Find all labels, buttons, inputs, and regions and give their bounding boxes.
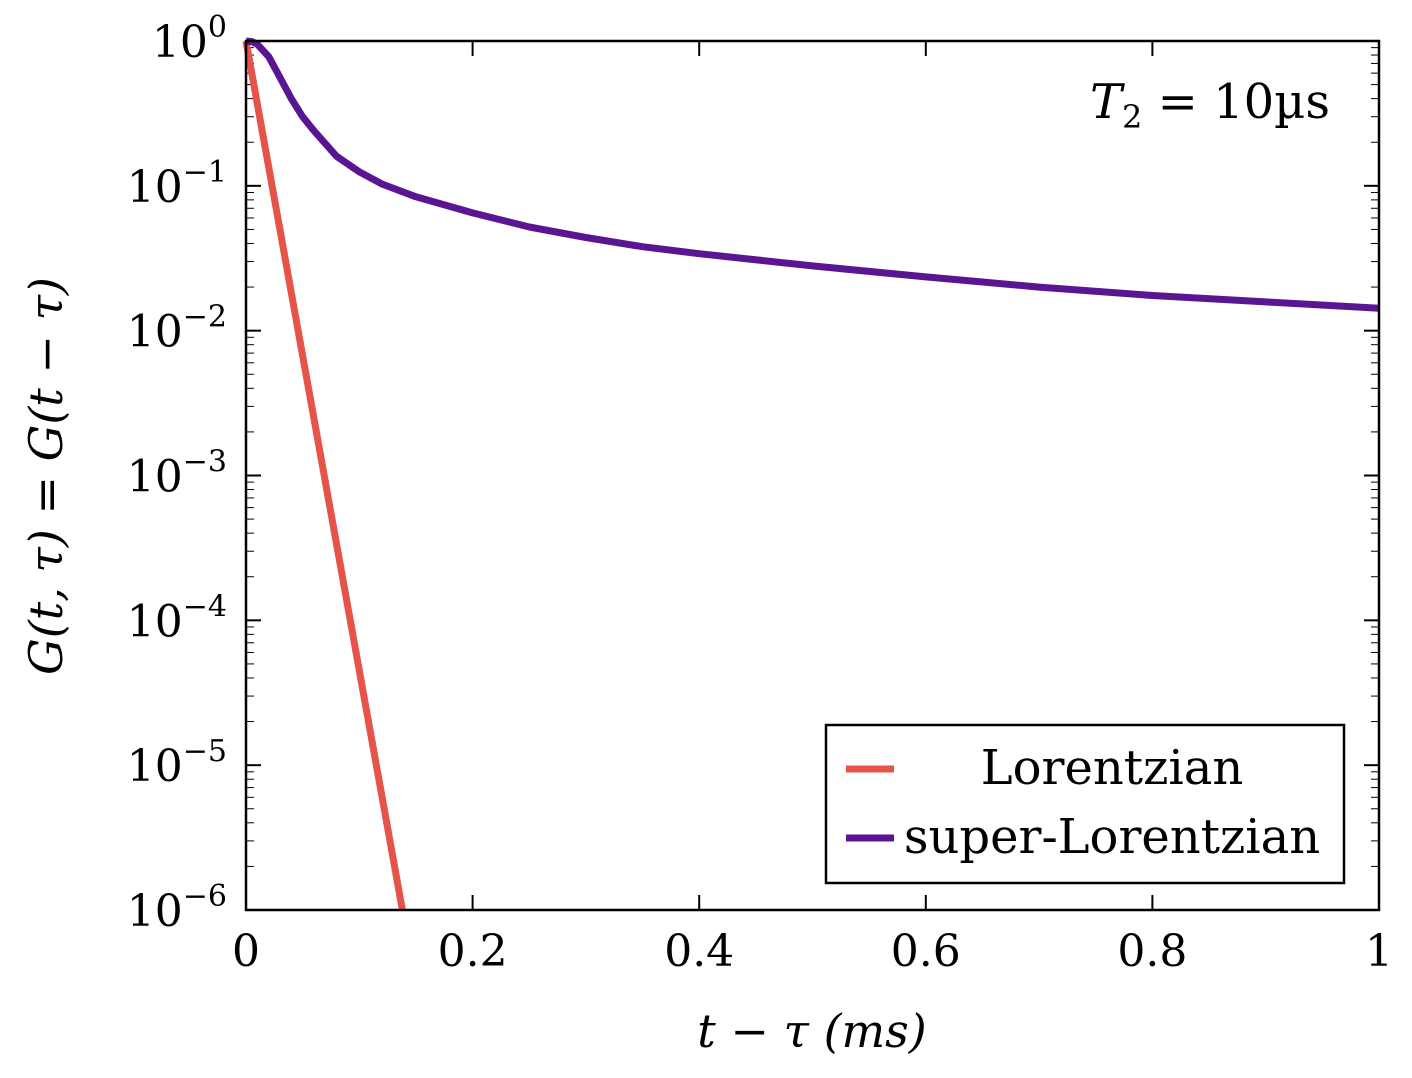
y-tick-label: 10−4: [127, 589, 227, 647]
legend-box: [824, 723, 1346, 885]
y-tick-label: 10−3: [127, 445, 227, 503]
y-tick-exponent: −4: [183, 589, 227, 624]
x-tick-label: 0.6: [891, 926, 961, 977]
minor-ticks: [246, 47, 1379, 867]
y-tick-exponent: −1: [183, 155, 227, 190]
y-tick-exponent: −2: [183, 300, 227, 335]
x-tick-labels: 0 0.2 0.4 0.6 0.8 1: [232, 926, 1393, 977]
y-tick-label: 10−1: [127, 155, 227, 213]
x-tick-label: 1: [1365, 926, 1393, 977]
y-tick-mantissa: 10: [152, 17, 208, 68]
y-tick-label: 10−6: [127, 879, 227, 937]
x-tick-label: 0.2: [438, 926, 508, 977]
y-tick-exponent: −5: [183, 734, 227, 769]
y-tick-label: 10−5: [127, 734, 227, 792]
y-tick-label: 10−2: [127, 300, 227, 358]
series-line-super-lorentzian: [245, 37, 1380, 312]
x-tick-label: 0: [232, 926, 260, 977]
x-tick-label: 0.4: [664, 926, 734, 977]
x-axis-title: t − τ (ms): [697, 1004, 926, 1058]
annotation-rest: = 10µs: [1142, 74, 1330, 130]
y-axis-title: G(t, τ) = G(t − τ): [19, 277, 73, 675]
y-tick-mantissa: 10: [127, 307, 183, 358]
series-lines: [242, 37, 1380, 911]
series-line-lorentzian: [242, 40, 406, 911]
y-tick-mantissa: 10: [127, 741, 183, 792]
y-tick-mantissa: 10: [127, 452, 183, 503]
plot-frame: [244, 39, 1381, 912]
y-tick-exponent: −6: [183, 879, 227, 914]
annotation-subscript: 2: [1122, 98, 1142, 136]
legend-label-lorentzian: Lorentzian: [981, 740, 1244, 796]
y-tick-exponent: −3: [183, 445, 227, 480]
y-tick-mantissa: 10: [127, 596, 183, 647]
y-tick-exponent: 0: [208, 10, 227, 45]
y-tick-label: 100: [152, 10, 227, 68]
annotation-symbol: T: [1090, 74, 1125, 130]
y-tick-mantissa: 10: [127, 886, 183, 937]
y-tick-mantissa: 10: [127, 162, 183, 213]
legend: Lorentzian super-Lorentzian: [824, 723, 1346, 885]
x-tick-label: 0.8: [1117, 926, 1187, 977]
annotation-t2: T2 = 10µs: [1090, 74, 1330, 136]
legend-label-super-lorentzian: super-Lorentzian: [904, 809, 1320, 865]
